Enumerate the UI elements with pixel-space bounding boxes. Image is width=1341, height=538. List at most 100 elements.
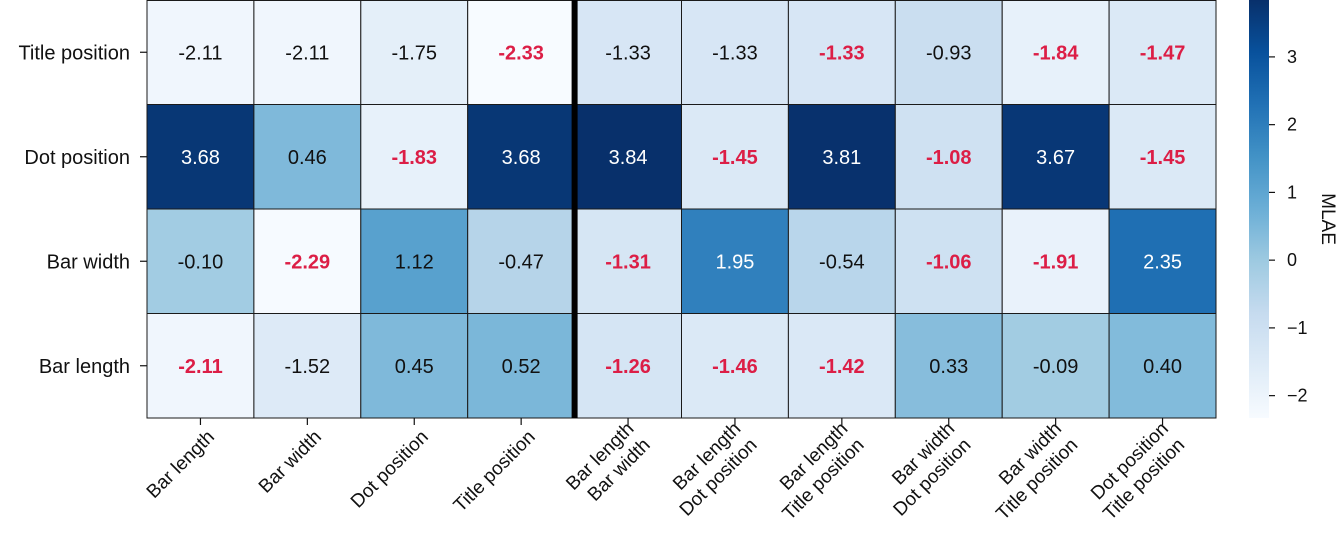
heatmap-cell: [360, 208, 469, 314]
heatmap-cell: [146, 104, 255, 210]
heatmap-cell: [1001, 208, 1110, 314]
cell-value-label: 3.68: [181, 147, 220, 169]
cell-value-label: -1.31: [605, 251, 651, 273]
heatmap-cell: [574, 104, 682, 210]
heatmap-cell: [360, 0, 469, 105]
colorbar-tick-label: −1: [1287, 318, 1308, 338]
cell-value-label: -1.47: [1140, 42, 1186, 64]
colorbar-tick-label: 2: [1287, 115, 1297, 135]
row-label: Title position: [18, 42, 130, 64]
heatmap-cell: [1108, 0, 1217, 105]
column-label-line: Title position: [450, 427, 540, 517]
colorbar-tick-label: 1: [1287, 182, 1297, 202]
heatmap-cell: [1001, 313, 1110, 419]
row-label: Bar width: [47, 251, 130, 273]
heatmap-cell: [1108, 208, 1217, 314]
cell-value-label: -2.33: [498, 42, 544, 64]
heatmap-cell: [574, 0, 682, 105]
heatmap-cell: [1108, 104, 1217, 210]
cell-value-label: -2.11: [178, 356, 222, 378]
heatmap-cells: -2.11 -2.11 -1.75 -2.33 -1.33 -1.33 -1.33 -0.93…: [146, 0, 1217, 419]
cell-value-label: 1.95: [715, 251, 754, 273]
heatmap-cell: [467, 208, 576, 314]
cell-value-label: 1.12: [395, 251, 434, 273]
heatmap-cell: [894, 313, 1003, 419]
row-labels: Title position Dot position Bar width Bar l…: [18, 42, 147, 378]
heatmap-cell: [681, 104, 789, 210]
cell-value-label: -1.52: [285, 356, 331, 378]
colorbar-title: MLAE: [1317, 193, 1338, 245]
colorbar-tick-label: 0: [1287, 250, 1297, 270]
heatmap-cell: [467, 313, 576, 419]
heatmap-cell: [787, 313, 896, 419]
heatmap-cell: [787, 208, 896, 314]
cell-value-label: -0.09: [1033, 356, 1079, 378]
colorbar-gradient: [1249, 0, 1269, 418]
cell-value-label: 2.35: [1143, 251, 1182, 273]
heatmap-frame: [146, 0, 1217, 419]
cell-value-label: -1.33: [819, 42, 865, 64]
heatmap-cell: [253, 0, 362, 105]
heatmap-cell: [681, 208, 789, 314]
cell-value-label: -2.11: [285, 42, 329, 64]
cell-value-label: -1.75: [391, 42, 437, 64]
cell-value-label: -1.83: [391, 147, 437, 169]
cell-value-label: 0.45: [395, 356, 434, 378]
column-label: Title position: [450, 427, 540, 517]
cell-value-label: -2.11: [178, 42, 222, 64]
heatmap-cell: [146, 313, 255, 419]
cell-value-label: -1.42: [819, 356, 865, 378]
heatmap-cell: [787, 0, 896, 105]
cell-value-label: 0.46: [288, 147, 327, 169]
colorbar-tick-label: −2: [1287, 386, 1308, 406]
cell-value-label: 0.33: [929, 356, 968, 378]
column-label-line: Bar width: [255, 427, 326, 498]
heatmap-cell: [574, 208, 682, 314]
cell-value-label: 3.84: [609, 147, 648, 169]
heatmap-cell: [146, 0, 255, 105]
heatmap-cell: [360, 104, 469, 210]
cell-value-label: -2.29: [285, 251, 331, 273]
heatmap-cell: [681, 313, 789, 419]
cell-value-label: 3.68: [502, 147, 541, 169]
cell-value-label: -1.26: [605, 356, 651, 378]
heatmap-cell: [467, 104, 576, 210]
heatmap-cell: [894, 0, 1003, 105]
heatmap-cell: [467, 0, 576, 105]
heatmap-cell: [681, 0, 789, 105]
cell-value-label: -1.45: [1140, 147, 1186, 169]
column-labels: Bar length Bar width Dot position Title pos…: [143, 418, 1189, 525]
cell-value-label: -0.10: [178, 251, 224, 273]
cell-value-label: -1.33: [712, 42, 758, 64]
cell-value-label: -0.54: [819, 251, 865, 273]
column-label-line: Bar length: [143, 427, 219, 503]
cell-value-label: -1.45: [712, 147, 758, 169]
heatmap-cell: [1001, 0, 1110, 105]
cell-value-label: -1.84: [1033, 42, 1079, 64]
cell-value-label: -1.33: [605, 42, 651, 64]
colorbar: −2 −1 0 1 2 3: [1249, 0, 1308, 418]
cell-value-label: -0.93: [926, 42, 972, 64]
heatmap-cell: [1001, 104, 1110, 210]
cell-value-label: 3.81: [822, 147, 861, 169]
cell-value-label: -1.46: [712, 356, 758, 378]
column-label: Bar length: [143, 427, 219, 503]
cell-value-label: -1.91: [1033, 251, 1079, 273]
heatmap-cell: [253, 208, 362, 314]
column-label: Dot position: [347, 427, 433, 513]
heatmap-cell: [894, 208, 1003, 314]
heatmap-cell: [360, 313, 469, 419]
row-label: Dot position: [24, 147, 130, 169]
heatmap-cell: [253, 104, 362, 210]
cell-value-label: 0.52: [502, 356, 541, 378]
row-label: Bar length: [39, 356, 130, 378]
colorbar-tick-label: 3: [1287, 47, 1297, 67]
cell-value-label: 3.67: [1036, 147, 1075, 169]
